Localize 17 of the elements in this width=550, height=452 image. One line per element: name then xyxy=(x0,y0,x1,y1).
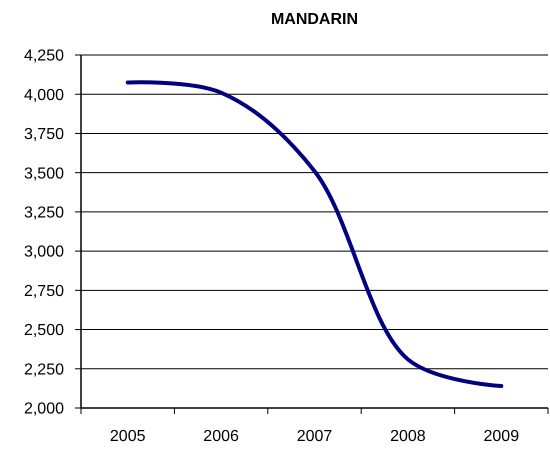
chart-title: MANDARIN xyxy=(270,11,358,28)
x-tick-label: 2007 xyxy=(296,428,332,445)
y-tick-label: 3,500 xyxy=(24,165,64,182)
x-tick-label: 2008 xyxy=(390,428,426,445)
y-tick-label: 3,750 xyxy=(24,126,64,144)
y-tick-label: 3,250 xyxy=(24,204,64,222)
x-tick-label: 2005 xyxy=(110,428,146,445)
y-tick-label: 4,250 xyxy=(24,48,64,65)
y-tick-label: 2,250 xyxy=(24,361,64,378)
y-tick-label: 2,000 xyxy=(24,400,64,418)
x-tick-label: 2006 xyxy=(203,428,239,445)
y-tick-label: 2,750 xyxy=(24,282,64,300)
x-tick-label: 2009 xyxy=(484,428,520,445)
y-tick-label: 2,500 xyxy=(24,322,64,340)
y-tick-label: 3,000 xyxy=(24,244,64,261)
y-tick-label: 4,000 xyxy=(24,86,64,104)
line-series xyxy=(126,80,504,388)
